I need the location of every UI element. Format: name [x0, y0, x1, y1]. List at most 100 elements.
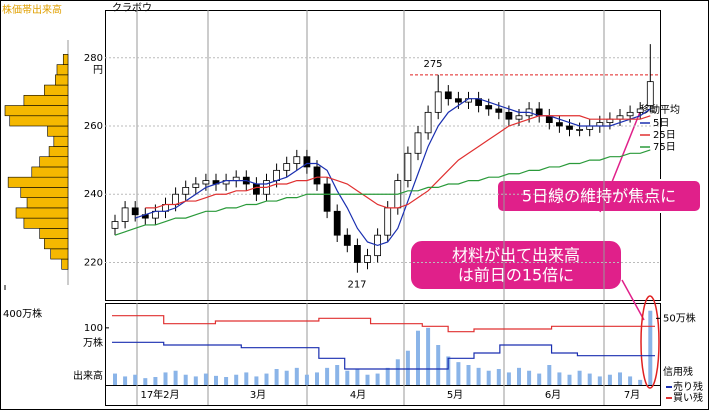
volume-bar — [163, 372, 168, 385]
volume-bar — [234, 374, 239, 385]
profile-bar — [47, 125, 69, 137]
volume-bar — [607, 374, 612, 385]
volume-bar — [304, 374, 309, 385]
volume-bar — [375, 373, 380, 385]
credit-line — [112, 315, 655, 333]
legend-label: 75日 — [653, 142, 676, 153]
volume-tick-label: 100 — [84, 323, 103, 334]
highlight-ellipse — [640, 295, 660, 389]
profile-bar — [7, 176, 69, 188]
ma-line — [114, 149, 651, 236]
candle-body — [414, 132, 422, 154]
volume-bar — [325, 367, 330, 385]
candle-body — [131, 207, 139, 216]
profile-bar — [44, 238, 69, 250]
profile-bar — [61, 258, 69, 270]
volume-bar — [315, 372, 319, 385]
candle-body — [444, 91, 452, 100]
profile-bar — [4, 105, 69, 117]
candle-body — [202, 180, 210, 185]
volume-bar — [517, 367, 521, 385]
candle-body — [424, 111, 432, 134]
callout-text: は前日の15倍に — [458, 266, 574, 285]
candle-body — [303, 156, 311, 168]
candle-body — [646, 81, 654, 106]
callout-connector — [621, 279, 645, 321]
volume-bar — [294, 367, 299, 385]
volume-bar — [587, 373, 592, 385]
legend-label: 売り残 — [673, 380, 703, 393]
callout-text: 材料が出て出来高 — [452, 246, 580, 265]
volume-bar — [355, 369, 360, 385]
volume-bar — [537, 373, 542, 385]
candle-body — [505, 111, 513, 120]
candle-body — [273, 169, 281, 181]
candle-body — [192, 183, 200, 188]
volume-bar — [214, 375, 218, 385]
price-frame — [105, 10, 661, 301]
candle-body — [252, 183, 260, 195]
candle-body — [111, 221, 119, 229]
ma-line — [135, 98, 651, 247]
profile-bar — [50, 248, 69, 260]
profile-bar — [53, 135, 69, 147]
x-tick-label: 6月 — [545, 389, 561, 401]
volume-bar — [476, 367, 481, 385]
volume-bar — [224, 377, 229, 385]
volume-bar — [284, 370, 289, 385]
profile-bar — [31, 166, 69, 178]
candle-body — [353, 245, 361, 263]
candle-body — [626, 111, 634, 117]
candle-body — [333, 210, 341, 236]
profile-bar — [48, 146, 69, 158]
credit-title: 信用残 — [663, 365, 693, 378]
profile-bar — [23, 217, 69, 229]
volume-bar — [365, 374, 370, 385]
callout-box — [409, 239, 623, 291]
profile-bar — [9, 115, 69, 127]
legend-label: 5日 — [653, 118, 669, 129]
volume-bar — [405, 350, 410, 385]
volume-bar — [385, 367, 390, 385]
profile-bar — [55, 74, 69, 86]
profile-bar — [15, 207, 69, 219]
y-tick-label: 240 — [84, 189, 103, 200]
volume-bar — [203, 373, 208, 385]
profile-bar — [56, 64, 69, 76]
ma-line — [145, 115, 651, 209]
volume-bar — [274, 369, 279, 385]
volume-unit: 万株 — [83, 336, 103, 349]
profile-bar — [39, 156, 69, 168]
volume-bar — [254, 376, 259, 385]
callout-box — [496, 179, 702, 213]
y-tick-label: 280 — [84, 53, 103, 64]
x-tick-label: 5月 — [447, 389, 463, 401]
profile-bar — [44, 84, 69, 96]
volume-bar — [486, 370, 491, 385]
volume-bar — [547, 365, 552, 385]
volume-bar — [446, 356, 451, 385]
candle-body — [343, 234, 351, 246]
volume-bar — [436, 345, 441, 385]
volume-bar — [597, 376, 602, 385]
candle-body — [313, 166, 321, 185]
y-tick-label: 220 — [84, 257, 103, 268]
volume-bar — [133, 374, 138, 385]
profile-tick-label: 400万株 — [3, 307, 42, 320]
volume-bar — [143, 378, 148, 385]
legend-label: 買い残 — [673, 391, 703, 404]
profile-title: 株価帯出来高 — [2, 3, 62, 16]
candle-body — [121, 207, 129, 222]
volume-bar — [577, 370, 582, 385]
x-tick-label: 17年2月 — [140, 388, 179, 401]
volume-bar — [153, 377, 158, 385]
volume-bar — [345, 370, 350, 385]
volume-bar — [173, 370, 178, 385]
profile-bar — [23, 94, 69, 106]
volume-bar — [506, 372, 511, 385]
callout-text: 5日線の維持が焦点に — [522, 187, 676, 206]
candle-body — [576, 129, 583, 131]
low-label: 217 — [347, 280, 366, 291]
volume-title: 出来高 — [73, 369, 103, 382]
volume-bar — [567, 374, 572, 385]
